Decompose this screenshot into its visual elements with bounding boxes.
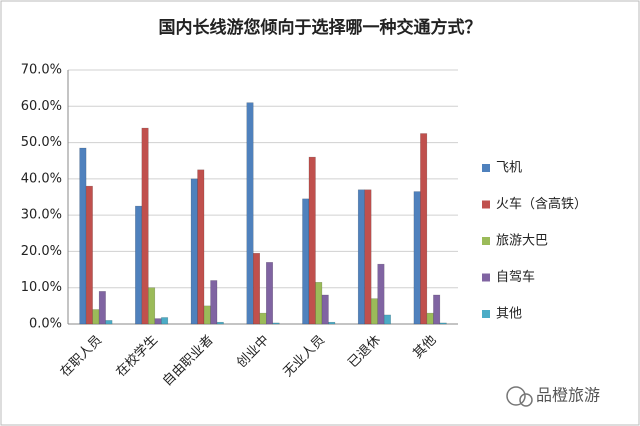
bar bbox=[439, 322, 447, 325]
legend-label: 旅游大巴 bbox=[496, 234, 548, 249]
legend-label: 自驾车 bbox=[496, 269, 535, 285]
bar bbox=[315, 282, 323, 325]
watermark-icon bbox=[506, 386, 533, 407]
bar bbox=[197, 169, 205, 325]
legend-label: 飞机 bbox=[496, 161, 522, 176]
bar bbox=[161, 317, 169, 325]
bar bbox=[357, 189, 365, 325]
legend-swatch bbox=[482, 200, 490, 209]
bar bbox=[92, 309, 100, 325]
y-tick-label: 20.0% bbox=[21, 244, 62, 259]
bar bbox=[302, 198, 310, 325]
legend-label: 火车（含高铁） bbox=[496, 196, 587, 212]
chart-title: 国内长线游您倾向于选择哪一种交通方式？ bbox=[159, 17, 482, 38]
bar bbox=[321, 294, 329, 325]
bar bbox=[420, 133, 428, 325]
y-tick-label: 50.0% bbox=[21, 135, 62, 150]
legend-swatch bbox=[482, 310, 490, 318]
bar bbox=[377, 263, 385, 325]
bar bbox=[216, 321, 224, 325]
legend-swatch bbox=[482, 273, 490, 282]
watermark: 品橙旅游 bbox=[536, 386, 600, 405]
bar bbox=[328, 321, 336, 325]
bar bbox=[85, 185, 93, 325]
y-tick-label: 0.0% bbox=[29, 317, 62, 332]
bar bbox=[135, 205, 143, 325]
bar bbox=[98, 291, 106, 325]
bar bbox=[266, 262, 273, 325]
bar bbox=[203, 305, 211, 325]
legend-swatch bbox=[482, 164, 490, 172]
bar bbox=[246, 102, 254, 325]
y-tick-label: 10.0% bbox=[21, 280, 62, 295]
y-tick-label: 70.0% bbox=[21, 63, 62, 78]
bar bbox=[148, 287, 156, 325]
bar bbox=[370, 298, 378, 325]
bar bbox=[190, 178, 198, 325]
legend-swatch bbox=[482, 237, 490, 245]
y-tick-label: 60.0% bbox=[21, 99, 62, 114]
bar bbox=[383, 314, 391, 325]
bar bbox=[426, 312, 434, 325]
bar bbox=[210, 280, 218, 325]
y-tick-label: 40.0% bbox=[21, 171, 62, 186]
bar bbox=[413, 191, 421, 325]
bar bbox=[105, 320, 113, 325]
bar bbox=[272, 322, 280, 325]
bar bbox=[364, 189, 372, 325]
bar bbox=[308, 156, 316, 325]
bar bbox=[253, 252, 260, 325]
bar bbox=[79, 147, 87, 325]
y-tick-label: 30.0% bbox=[21, 208, 62, 223]
bar bbox=[141, 127, 149, 325]
legend-label: 其他 bbox=[496, 307, 522, 322]
bar bbox=[433, 294, 441, 325]
bar bbox=[259, 312, 267, 325]
bar bbox=[154, 318, 162, 325]
